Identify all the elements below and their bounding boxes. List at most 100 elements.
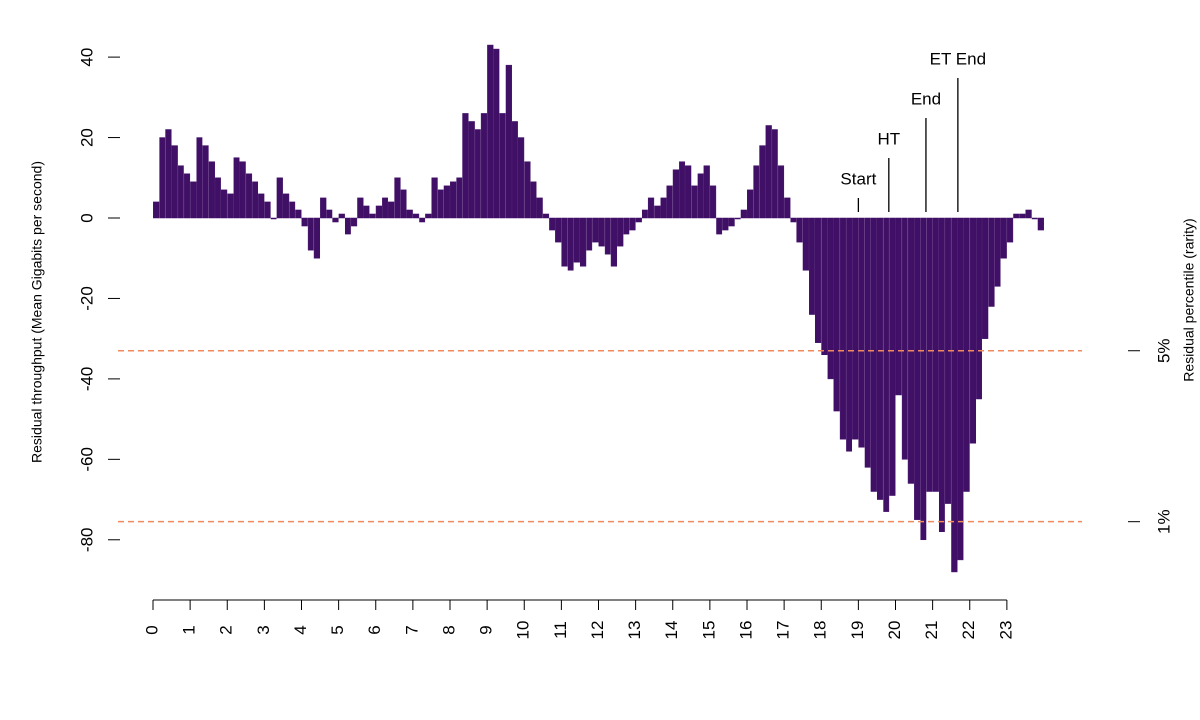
bar bbox=[357, 197, 364, 219]
bar bbox=[555, 217, 562, 243]
bar bbox=[932, 217, 939, 492]
bar bbox=[833, 217, 840, 412]
bar bbox=[759, 145, 766, 219]
bar bbox=[431, 177, 438, 219]
bar bbox=[994, 217, 1001, 287]
bar bbox=[536, 197, 543, 219]
bar bbox=[252, 181, 259, 219]
x-tick-label: 1 bbox=[180, 625, 199, 634]
x-tick-label: 12 bbox=[588, 621, 607, 640]
bar bbox=[951, 217, 958, 573]
bar bbox=[802, 217, 809, 271]
annotation-label: ET End bbox=[930, 49, 986, 68]
bar bbox=[425, 213, 432, 219]
bar bbox=[487, 44, 494, 219]
bar bbox=[579, 217, 587, 267]
bar bbox=[474, 129, 481, 219]
x-tick-label: 10 bbox=[514, 621, 533, 640]
bar bbox=[542, 213, 550, 219]
y-axis-title: Residual throughput (Mean Gigabits per s… bbox=[29, 161, 45, 463]
bar bbox=[183, 173, 191, 219]
x-tick-label: 7 bbox=[402, 625, 421, 634]
bar bbox=[369, 213, 376, 219]
x-tick-label: 17 bbox=[774, 621, 793, 640]
bar bbox=[703, 165, 710, 219]
bar bbox=[988, 217, 995, 307]
y-tick-label: -60 bbox=[77, 447, 96, 472]
bar bbox=[629, 217, 636, 231]
bar bbox=[883, 217, 890, 512]
x-tick-label: 23 bbox=[996, 621, 1015, 640]
bar bbox=[208, 161, 215, 219]
bar bbox=[220, 189, 228, 219]
bar bbox=[326, 209, 333, 219]
bar bbox=[450, 181, 457, 219]
bar bbox=[270, 217, 277, 220]
bar bbox=[901, 217, 908, 460]
x-tick-label: 11 bbox=[551, 621, 570, 639]
bar bbox=[264, 201, 271, 219]
bar bbox=[320, 197, 327, 219]
bar bbox=[864, 217, 871, 468]
bar bbox=[567, 217, 574, 271]
bar bbox=[926, 217, 933, 492]
bar bbox=[771, 129, 778, 219]
bar bbox=[821, 217, 828, 356]
bar bbox=[982, 217, 989, 339]
annotation-label: HT bbox=[877, 129, 900, 148]
x-tick-label: 22 bbox=[959, 621, 978, 640]
bar bbox=[839, 217, 847, 440]
x-tick-label: 15 bbox=[699, 621, 718, 640]
bar bbox=[617, 217, 624, 247]
bar bbox=[610, 217, 618, 267]
y-tick-label: 40 bbox=[77, 48, 96, 67]
bar bbox=[623, 217, 630, 235]
bar bbox=[753, 165, 760, 219]
annotation-label: Start bbox=[840, 169, 876, 188]
bar bbox=[938, 217, 945, 532]
bar bbox=[635, 217, 642, 223]
bar bbox=[784, 197, 791, 219]
bar bbox=[549, 217, 556, 231]
bar bbox=[412, 213, 420, 219]
y2-tick-label: 1% bbox=[1154, 509, 1173, 534]
x-tick-label: 0 bbox=[142, 625, 161, 634]
bar bbox=[177, 165, 184, 219]
bar bbox=[394, 177, 401, 219]
x-tick-label: 6 bbox=[365, 625, 384, 634]
bar bbox=[728, 217, 735, 227]
bar bbox=[889, 217, 896, 496]
bar bbox=[709, 185, 717, 219]
bar bbox=[159, 137, 166, 219]
bar bbox=[375, 205, 383, 219]
bar bbox=[679, 161, 685, 219]
bar bbox=[524, 161, 531, 219]
bar bbox=[332, 217, 339, 223]
bar bbox=[814, 217, 822, 343]
bar bbox=[512, 121, 518, 219]
x-tick-label: 13 bbox=[625, 621, 644, 640]
bar bbox=[895, 217, 902, 396]
x-tick-label: 19 bbox=[848, 621, 867, 640]
bar bbox=[530, 181, 537, 219]
bar bbox=[740, 209, 747, 219]
bar bbox=[382, 197, 388, 219]
bar bbox=[1031, 217, 1038, 220]
y2-tick-label: 5% bbox=[1154, 338, 1173, 363]
bar bbox=[258, 193, 265, 219]
y-tick-label: 0 bbox=[77, 213, 96, 222]
bar bbox=[586, 217, 593, 251]
y-tick-label: -80 bbox=[77, 527, 96, 552]
y2-axis-title: Residual percentile (rarity) bbox=[1181, 218, 1197, 381]
bar bbox=[734, 217, 741, 220]
bar bbox=[437, 189, 444, 219]
bar bbox=[468, 121, 475, 219]
x-tick-label: 5 bbox=[328, 625, 347, 634]
bar bbox=[722, 217, 729, 231]
bar bbox=[493, 48, 500, 219]
bar bbox=[338, 213, 345, 219]
annotation-label: End bbox=[911, 89, 941, 108]
x-tick-label: 3 bbox=[254, 625, 273, 634]
bar bbox=[957, 217, 964, 561]
bar bbox=[858, 217, 865, 448]
